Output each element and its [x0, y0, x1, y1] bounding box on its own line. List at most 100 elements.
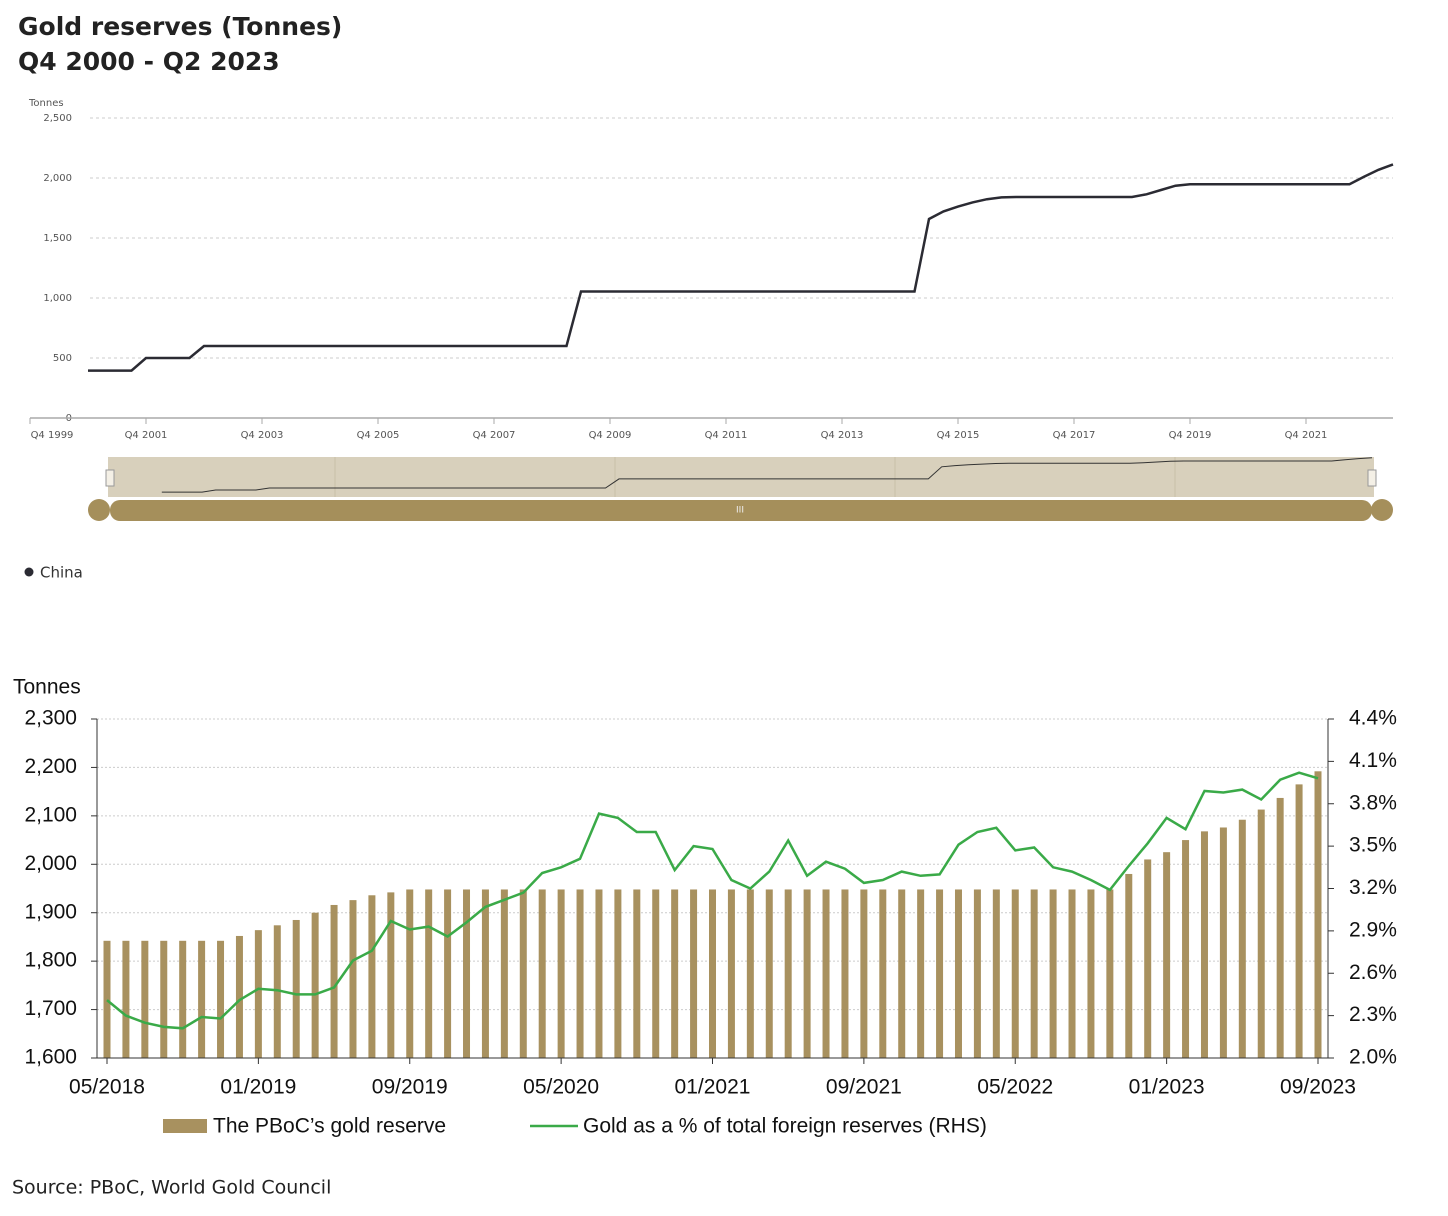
bar [841, 889, 849, 1058]
bar [917, 889, 925, 1058]
bar [349, 900, 357, 1058]
bar [973, 889, 981, 1058]
x-tick-label: 01/2019 [220, 1076, 296, 1099]
y-tick-label: 2,300 [24, 707, 77, 730]
bar [1314, 771, 1322, 1058]
x-tick-label: 01/2023 [1129, 1076, 1205, 1099]
bar [595, 889, 603, 1058]
bar [1087, 889, 1095, 1058]
bar [557, 889, 565, 1058]
bar [879, 889, 887, 1058]
x-tick-label: 05/2018 [69, 1076, 145, 1099]
x-tick-label: Q4 2003 [241, 430, 284, 441]
y-tick-label: 500 [53, 353, 72, 364]
y2-tick-label: 3.2% [1349, 876, 1397, 899]
x-tick-label: Q4 2013 [821, 430, 864, 441]
y2-tick-label: 2.0% [1349, 1046, 1397, 1069]
x-tick-label: 01/2021 [675, 1076, 751, 1099]
bar [954, 889, 962, 1058]
y-tick-label: 1,600 [24, 1046, 77, 1069]
y-axis-label: Tonnes [28, 98, 64, 109]
x-tick-label: Q4 2007 [473, 430, 516, 441]
x-tick-label: 09/2023 [1280, 1076, 1356, 1099]
bar [122, 940, 130, 1058]
bar [500, 889, 508, 1058]
y2-tick-label: 4.4% [1349, 707, 1397, 730]
scrollbar[interactable] [110, 500, 1372, 521]
bar [463, 889, 471, 1058]
bar [1030, 889, 1038, 1058]
x-tick-label: Q4 2015 [937, 430, 980, 441]
x-tick-label: Q4 2017 [1053, 430, 1096, 441]
legend-label: China [40, 564, 83, 582]
bar [784, 889, 792, 1058]
legend-marker [24, 567, 34, 577]
x-tick-label: Q4 2009 [589, 430, 632, 441]
legend-label: The PBoC’s gold reserve [213, 1115, 446, 1138]
y-tick-label: 2,000 [43, 173, 72, 184]
bar [1182, 840, 1190, 1058]
bar [652, 889, 660, 1058]
y-tick-label: 1,900 [24, 900, 77, 923]
x-tick-label: Q4 2019 [1169, 430, 1212, 441]
bar [292, 919, 300, 1058]
bar [141, 940, 149, 1058]
scroll-right[interactable] [1371, 499, 1393, 521]
bar [822, 889, 830, 1058]
x-tick-label: Q4 2001 [125, 430, 168, 441]
bar [1295, 784, 1303, 1058]
y-tick-label: 2,200 [24, 755, 77, 778]
y2-tick-label: 2.9% [1349, 918, 1397, 941]
y-tick-label: 2,500 [43, 113, 72, 124]
bar [311, 912, 319, 1058]
bar [179, 940, 187, 1058]
x-tick-label: Q4 2021 [1285, 430, 1328, 441]
bar [235, 935, 243, 1058]
bar [1068, 889, 1076, 1058]
legend-swatch [163, 1119, 207, 1133]
bar [198, 940, 206, 1058]
y2-tick-label: 2.3% [1349, 1003, 1397, 1026]
y-tick-label: 1,500 [43, 233, 72, 244]
bar [992, 889, 1000, 1058]
bar [1219, 827, 1227, 1058]
bar [1049, 889, 1057, 1058]
x-tick-label: 09/2021 [826, 1076, 902, 1099]
bar [860, 889, 868, 1058]
y2-tick-label: 3.8% [1349, 791, 1397, 814]
bar [709, 889, 716, 1058]
bar [1276, 797, 1284, 1058]
bar [1125, 873, 1133, 1058]
bar [803, 889, 811, 1058]
bar [538, 889, 546, 1058]
bar [746, 889, 754, 1058]
source: Source: PBoC, World Gold Council [12, 1177, 331, 1199]
bar [330, 904, 338, 1058]
scrollbar-grip: III [736, 506, 744, 516]
scroll-left[interactable] [88, 499, 110, 521]
bar [727, 889, 735, 1058]
bar [160, 940, 168, 1058]
bar [1011, 889, 1019, 1058]
y2-tick-label: 3.5% [1349, 834, 1397, 857]
y-tick-label: 1,800 [24, 949, 77, 972]
y2-tick-label: 4.1% [1349, 749, 1397, 772]
navigator-handle[interactable] [1367, 469, 1377, 487]
chart-subtitle: Q4 2000 - Q2 2023 [18, 47, 280, 76]
chart-title: Gold reserves (Tonnes) [18, 12, 342, 41]
y-tick-label: 1,700 [24, 997, 77, 1020]
bar [519, 889, 527, 1058]
navigator-handle[interactable] [105, 469, 115, 487]
bar [576, 889, 584, 1058]
bar [1200, 831, 1208, 1058]
navigator [108, 457, 1374, 497]
bar [614, 889, 622, 1058]
bar [444, 889, 452, 1058]
y2-tick-label: 2.6% [1349, 961, 1397, 984]
legend-label: Gold as a % of total foreign reserves (R… [583, 1115, 987, 1138]
x-tick-label: Q4 2005 [357, 430, 400, 441]
x-tick-label: 05/2020 [523, 1076, 599, 1099]
bar [690, 889, 698, 1058]
bar [481, 889, 489, 1058]
